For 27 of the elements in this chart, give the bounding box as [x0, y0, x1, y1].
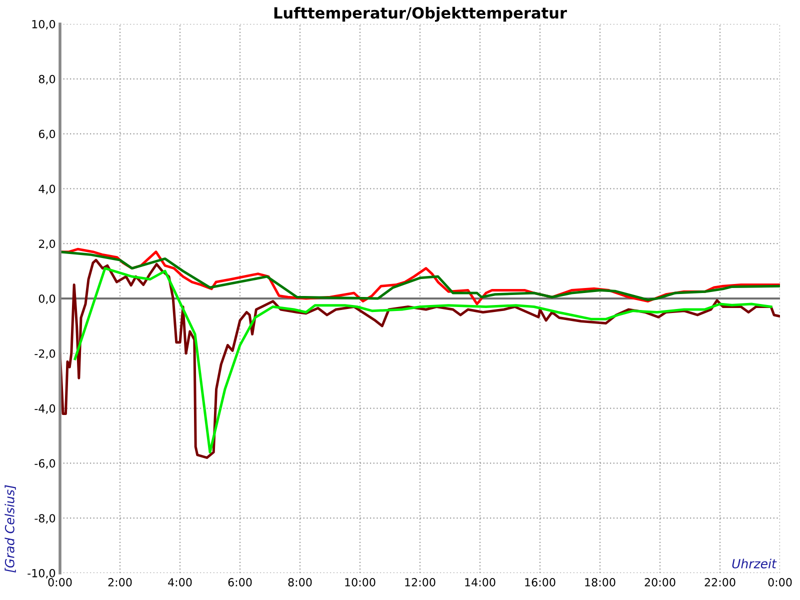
x-tick-label: 0:00	[768, 578, 792, 586]
y-tick-label: 2,0	[38, 240, 56, 250]
y-tick-label: 6,0	[38, 130, 56, 140]
x-tick-label: 4:00	[168, 578, 192, 586]
y-tick-label: -4,0	[34, 404, 56, 414]
y-tick-label: -6,0	[34, 459, 56, 469]
x-tick-label: 2:00	[108, 578, 132, 586]
x-tick-label: 12:00	[405, 578, 436, 586]
x-tick-label: 20:00	[644, 578, 676, 586]
x-axis-title: Uhrzeit	[732, 558, 777, 568]
x-tick-label: 16:00	[525, 578, 556, 586]
y-tick-label: -2,0	[34, 349, 56, 359]
chart-title: Lufttemperatur/Objekttemperatur	[274, 6, 567, 22]
x-tick-label: 10:00	[345, 578, 376, 586]
y-tick-label: 8,0	[38, 74, 56, 84]
x-tick-label: 18:00	[585, 578, 616, 586]
y-tick-label: 4,0	[38, 184, 56, 194]
x-tick-label: 22:00	[704, 578, 736, 586]
y-tick-label: -10,0	[28, 568, 56, 579]
x-tick-label: 0:00	[48, 578, 72, 586]
y-axis-title: [Grad Celsius]	[4, 485, 16, 572]
x-tick-label: 8:00	[288, 578, 312, 586]
x-tick-label: 14:00	[465, 578, 496, 586]
y-tick-label: -8,0	[34, 514, 56, 524]
x-tick-label: 6:00	[228, 578, 252, 586]
y-tick-label: 10,0	[32, 20, 56, 30]
y-tick-label: 0,0	[38, 294, 56, 304]
